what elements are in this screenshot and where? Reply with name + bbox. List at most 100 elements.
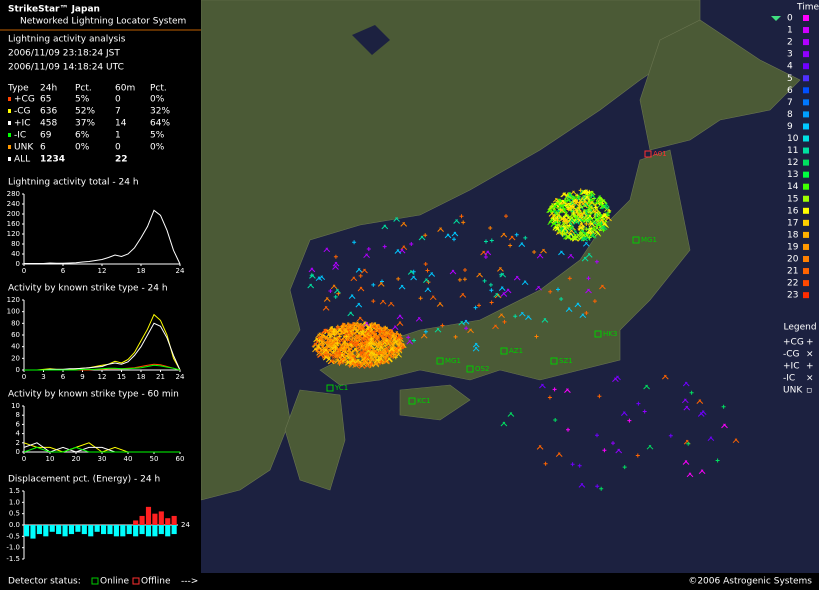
strike [371, 282, 376, 287]
strike [577, 205, 582, 210]
y-tick-label: 1.0 [9, 498, 20, 506]
station-label: SZ1 [559, 357, 573, 365]
strike [395, 348, 403, 354]
station-marker [632, 236, 640, 244]
time-swatch [803, 111, 809, 118]
strike [363, 352, 368, 356]
strike [347, 340, 354, 345]
time-legend-label: 23 [787, 291, 798, 301]
strike [555, 452, 563, 457]
strike [556, 287, 560, 292]
strike [328, 326, 336, 331]
strike [571, 211, 576, 215]
time-swatch [803, 75, 809, 82]
strike [579, 313, 587, 319]
strike [458, 320, 466, 326]
bar [139, 515, 145, 525]
strike [574, 215, 579, 220]
table-cell: 37% [75, 119, 95, 129]
strike [570, 190, 577, 196]
x-tick-label: 18 [137, 267, 146, 275]
strike [331, 349, 336, 354]
strike [337, 361, 342, 366]
strike [661, 374, 669, 380]
strike [513, 314, 518, 319]
y-tick-label: 200 [7, 210, 20, 218]
time-legend-label: 2 [787, 38, 793, 48]
bar [171, 525, 177, 535]
y-tick-label: 80 [11, 319, 20, 327]
strike [565, 205, 570, 210]
strike [581, 200, 589, 205]
x-tick-label: 60 [176, 455, 185, 463]
strike [323, 297, 331, 302]
strike [561, 192, 568, 197]
strike [352, 363, 360, 369]
strike [581, 190, 589, 195]
strike [374, 354, 378, 359]
y-tick-label: 0 [16, 366, 20, 374]
strike [576, 215, 584, 221]
strike [354, 341, 359, 346]
x-tick-label: 0 [22, 373, 26, 381]
strike [348, 294, 356, 299]
strike [488, 226, 493, 230]
strike [396, 321, 404, 326]
strike [407, 270, 415, 275]
strike [573, 199, 581, 205]
x-tick-label: 12 [98, 373, 107, 381]
strike [548, 289, 553, 294]
strike [372, 333, 380, 338]
strike [370, 322, 374, 326]
strike [420, 333, 428, 339]
strike [358, 325, 366, 331]
strike [322, 355, 330, 361]
series-line [24, 313, 181, 371]
table-header: Type [7, 84, 29, 94]
strike [555, 212, 560, 217]
x-tick-label: 21 [156, 373, 165, 381]
x-tick-label: 0 [22, 267, 26, 275]
strike [418, 235, 426, 241]
strike [593, 218, 600, 223]
strike [513, 275, 521, 281]
time-legend-label: 7 [787, 98, 793, 108]
strike [383, 326, 390, 332]
strike [350, 337, 355, 341]
strike [597, 394, 602, 399]
strike [564, 388, 571, 393]
strike [536, 253, 544, 259]
table-cell: 636 [40, 107, 57, 117]
strike [627, 418, 632, 423]
strike [333, 345, 338, 350]
strike [698, 469, 706, 475]
strike [418, 296, 423, 301]
strike [366, 247, 371, 251]
strike [578, 222, 585, 228]
strike [577, 212, 584, 217]
strike [320, 343, 325, 348]
table-header: 60m [115, 84, 135, 94]
table-cell: 6 [40, 143, 46, 153]
strike [566, 427, 570, 432]
strike [565, 202, 572, 208]
strike [352, 240, 357, 245]
y-tick-label: 2 [16, 439, 20, 447]
footer-bar [0, 573, 819, 590]
app-subtitle: Networked Lightning Locator System [20, 17, 186, 27]
strike [333, 294, 338, 299]
strike [330, 284, 338, 290]
x-tick-label: 6 [61, 373, 66, 381]
strike [565, 198, 572, 204]
station-marker [644, 150, 652, 158]
strike [428, 272, 436, 277]
strike [581, 256, 589, 262]
bar [107, 525, 113, 535]
strike [322, 306, 330, 311]
x-tick-label: 50 [150, 455, 159, 463]
table-cell: 0% [150, 95, 165, 105]
strike [504, 288, 512, 294]
chart-title: Lightning activity total - 24 h [8, 178, 139, 188]
timestamp: 2006/11/09 14:18:24 UTC [8, 63, 124, 73]
